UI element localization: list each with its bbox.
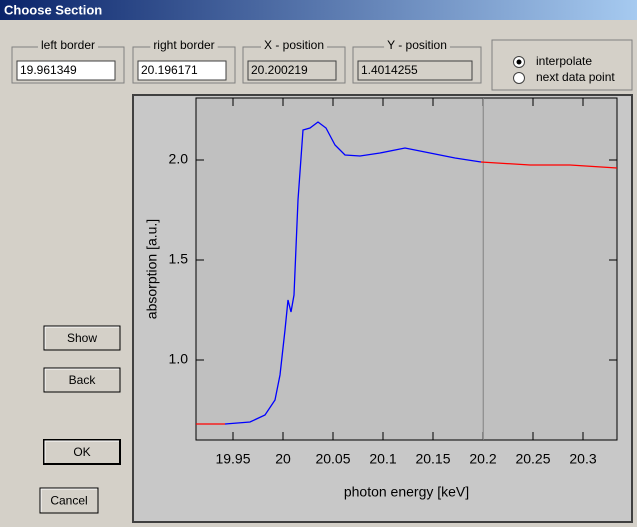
text-box[interactable] bbox=[137, 60, 227, 81]
button-highlight bbox=[44, 440, 119, 463]
text-box[interactable] bbox=[16, 60, 116, 81]
x-tick-label: 20.15 bbox=[415, 451, 450, 467]
x-tick-label: 20 bbox=[275, 451, 291, 467]
y-axis-label: absorption [a.u.] bbox=[144, 219, 160, 319]
x-tick-label: 20.1 bbox=[369, 451, 396, 467]
data-line bbox=[224, 121, 482, 425]
button-label: Back bbox=[69, 373, 97, 387]
label-bg bbox=[384, 40, 450, 52]
button-label: Show bbox=[67, 331, 97, 345]
button[interactable] bbox=[43, 367, 121, 393]
text-box bbox=[247, 60, 337, 81]
button[interactable] bbox=[43, 439, 121, 465]
option-label: interpolate bbox=[536, 54, 592, 68]
field-label: left border bbox=[41, 38, 95, 52]
x-tick-label: 20.25 bbox=[515, 451, 550, 467]
button-label: Cancel bbox=[50, 494, 87, 508]
window-title: Choose Section bbox=[4, 2, 102, 17]
label-bg bbox=[150, 40, 218, 52]
option-label: next data point bbox=[536, 70, 615, 84]
x-axis-label: photon energy [keV] bbox=[344, 484, 469, 500]
field-value: 19.961349 bbox=[20, 63, 77, 77]
label-bg bbox=[37, 40, 99, 52]
button-highlight bbox=[44, 368, 119, 391]
button-label: OK bbox=[73, 445, 90, 459]
radio-dot bbox=[516, 59, 522, 65]
x-tick-label: 20.3 bbox=[569, 451, 596, 467]
field-value: 20.200219 bbox=[251, 63, 308, 77]
field-label: right border bbox=[153, 38, 214, 52]
radio[interactable] bbox=[513, 72, 525, 84]
label-bg bbox=[260, 40, 328, 52]
text-box bbox=[357, 60, 473, 81]
field-value: 20.196171 bbox=[141, 63, 198, 77]
x-tick-label: 20.05 bbox=[315, 451, 350, 467]
x-tick-label: 19.95 bbox=[215, 451, 250, 467]
button-highlight bbox=[40, 488, 97, 512]
button[interactable] bbox=[39, 487, 99, 514]
button[interactable] bbox=[43, 325, 121, 351]
x-tick-label: 20.2 bbox=[469, 451, 496, 467]
plot-area bbox=[195, 97, 618, 441]
field-label: Y - position bbox=[387, 38, 447, 52]
field-value: 1.4014255 bbox=[361, 63, 418, 77]
title-bar bbox=[0, 0, 637, 20]
y-tick-label: 1.0 bbox=[169, 351, 189, 367]
data-line bbox=[196, 161, 618, 425]
y-tick-label: 2.0 bbox=[169, 151, 189, 167]
button-highlight bbox=[44, 326, 119, 349]
field-label: X - position bbox=[264, 38, 324, 52]
y-tick-label: 1.5 bbox=[169, 251, 189, 267]
